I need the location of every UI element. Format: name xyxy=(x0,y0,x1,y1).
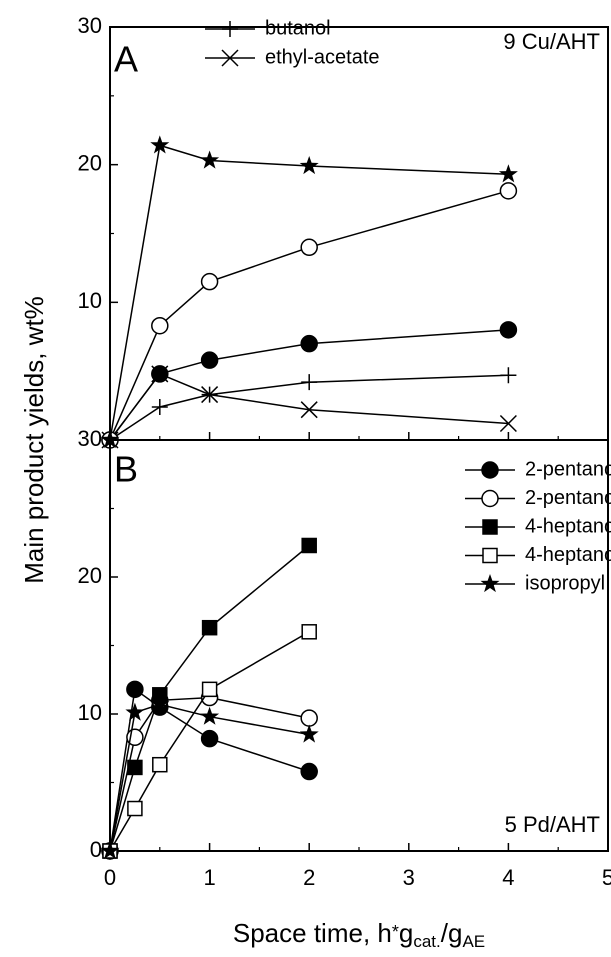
legend-label: 4-heptanone xyxy=(525,515,611,537)
marker xyxy=(481,489,499,508)
x-axis-label-part: cat. xyxy=(413,932,440,951)
marker xyxy=(152,756,168,773)
series-line xyxy=(109,190,509,441)
marker xyxy=(150,135,170,154)
marker xyxy=(300,238,318,257)
marker xyxy=(151,398,168,415)
y-tick-label: 20 xyxy=(78,150,102,175)
marker xyxy=(126,680,144,699)
series-line xyxy=(109,703,310,852)
legend-label: 2-pentanol xyxy=(525,487,611,509)
x-tick-label: 2 xyxy=(303,865,315,890)
y-tick-label: 30 xyxy=(78,426,102,451)
marker xyxy=(300,334,318,353)
marker xyxy=(201,681,218,698)
marker xyxy=(127,759,143,776)
marker xyxy=(100,841,120,860)
y-tick-label: 0 xyxy=(90,837,102,862)
marker xyxy=(498,164,518,183)
marker xyxy=(499,414,517,433)
panel-annotation: A xyxy=(114,39,138,80)
y-tick-label: 10 xyxy=(78,288,102,313)
x-tick-label: 3 xyxy=(403,865,415,890)
x-tick-label: 1 xyxy=(203,865,215,890)
marker xyxy=(150,694,170,713)
marker xyxy=(200,272,219,291)
marker xyxy=(200,729,219,748)
x-axis-label-part: AE xyxy=(462,932,485,951)
marker xyxy=(299,156,319,175)
series-line xyxy=(109,144,509,441)
marker xyxy=(301,374,318,391)
marker xyxy=(151,316,169,335)
panel-annotation: B xyxy=(114,449,138,490)
marker xyxy=(482,519,498,535)
y-tick-label: 30 xyxy=(78,13,102,38)
x-tick-label: 4 xyxy=(502,865,514,890)
y-axis-label: Main product yields, wt% xyxy=(19,296,49,584)
x-tick-label: 5 xyxy=(602,865,611,890)
panel-annotation: 9 Cu/AHT xyxy=(503,29,600,54)
marker xyxy=(300,401,318,419)
legend-label: ethyl-acetate xyxy=(265,46,380,68)
marker xyxy=(300,709,318,727)
marker xyxy=(200,706,220,725)
x-axis-label-part: Space time, h xyxy=(233,918,392,948)
marker xyxy=(200,150,220,169)
marker xyxy=(222,21,238,37)
x-axis-label-part: * xyxy=(392,922,399,942)
marker xyxy=(299,724,319,743)
marker xyxy=(480,574,500,593)
marker xyxy=(482,547,498,564)
marker xyxy=(151,365,169,383)
legend-label: isopropyl alcohol xyxy=(525,572,611,594)
x-tick-label: 0 xyxy=(104,865,116,890)
marker xyxy=(481,461,499,479)
marker xyxy=(301,624,317,640)
marker xyxy=(499,182,518,200)
marker xyxy=(500,367,517,384)
marker xyxy=(201,386,219,404)
marker xyxy=(127,800,143,817)
legend-label: 2-pentanone xyxy=(525,458,611,480)
marker xyxy=(499,321,518,339)
marker xyxy=(201,619,218,636)
x-axis-label-part: g xyxy=(399,918,413,948)
marker xyxy=(300,762,318,781)
marker xyxy=(125,702,145,721)
y-tick-label: 20 xyxy=(78,563,102,588)
marker xyxy=(200,351,219,369)
marker xyxy=(221,49,239,67)
y-tick-label: 10 xyxy=(78,700,102,725)
legend-label: butanol xyxy=(265,17,331,39)
x-axis-label-part: /g xyxy=(441,918,463,948)
panel-annotation: 5 Pd/AHT xyxy=(505,812,600,837)
legend-label: 4-heptanol xyxy=(525,544,611,566)
x-axis-label: Space time, h*gcat./gAE xyxy=(233,918,485,952)
marker xyxy=(301,537,317,554)
